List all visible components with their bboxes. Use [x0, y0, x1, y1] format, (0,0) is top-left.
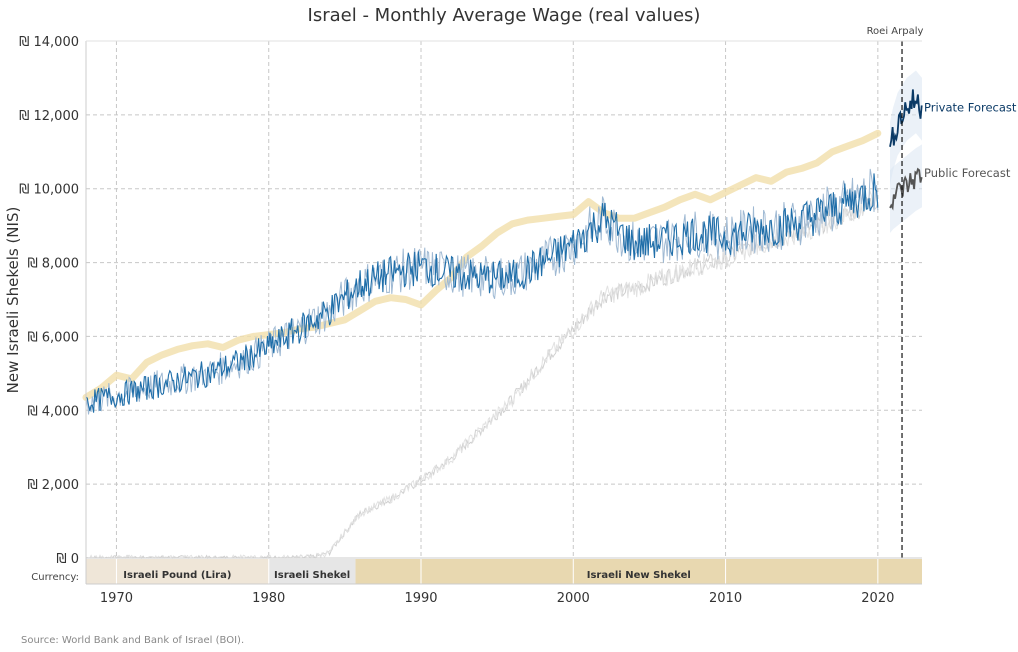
currency-bands: Israeli Pound (Lira) Israeli Shekel Israel… — [86, 559, 923, 584]
forecast-label: Public Forecast — [924, 166, 1011, 180]
data-lines — [82, 70, 923, 560]
nominal-line-a — [85, 197, 879, 559]
x-tick-label: 1980 — [252, 591, 285, 606]
axes — [85, 40, 922, 585]
gridlines — [86, 40, 922, 558]
annual-trend-line — [82, 129, 882, 401]
y-tick-label: ₪ 4,000 — [27, 404, 79, 419]
currency-band — [268, 559, 356, 584]
y-tick-label: ₪ 10,000 — [19, 183, 79, 198]
currency-band — [355, 559, 923, 584]
forecast-line — [889, 89, 923, 147]
x-tick-label: 2020 — [861, 591, 894, 606]
y-tick-label: ₪ 14,000 — [19, 35, 79, 50]
currency-band-label: Israeli Shekel — [274, 570, 350, 581]
x-tick-label: 1990 — [404, 591, 437, 606]
real-wage-secondary-line — [85, 168, 879, 415]
currency-band-label: Israeli New Shekel — [587, 570, 691, 581]
forecast-line — [889, 167, 923, 211]
y-axis-label: New Israeli Shekels (NIS) — [4, 207, 22, 394]
x-tick-label: 2010 — [709, 591, 742, 606]
y-tick-label: ₪ 6,000 — [27, 330, 79, 345]
x-tick-label: 1970 — [100, 591, 133, 606]
currency-band-label: Israeli Pound (Lira) — [123, 570, 231, 581]
y-tick-label: ₪ 2,000 — [27, 478, 79, 493]
y-tick-label: ₪ 0 — [56, 552, 79, 567]
forecast-band — [890, 144, 922, 233]
y-tick-label: ₪ 12,000 — [19, 109, 79, 124]
source-note: Source: World Bank and Bank of Israel (B… — [21, 635, 244, 646]
y-tick-label: ₪ 8,000 — [27, 257, 79, 272]
x-tick-label: 2000 — [557, 591, 590, 606]
currency-label: Currency: — [31, 572, 79, 583]
forecast-label: Private Forecast — [924, 100, 1017, 114]
real-wage-line — [85, 173, 879, 413]
author-note: Roei Arpaly — [867, 26, 924, 37]
tick-labels: ₪ 0 ₪ 2,000 ₪ 4,000 ₪ 6,000 ₪ 8,000 ₪ 10,000 ₪… — [19, 35, 1017, 606]
chart-title: Israel - Monthly Average Wage (real valu… — [308, 5, 701, 26]
